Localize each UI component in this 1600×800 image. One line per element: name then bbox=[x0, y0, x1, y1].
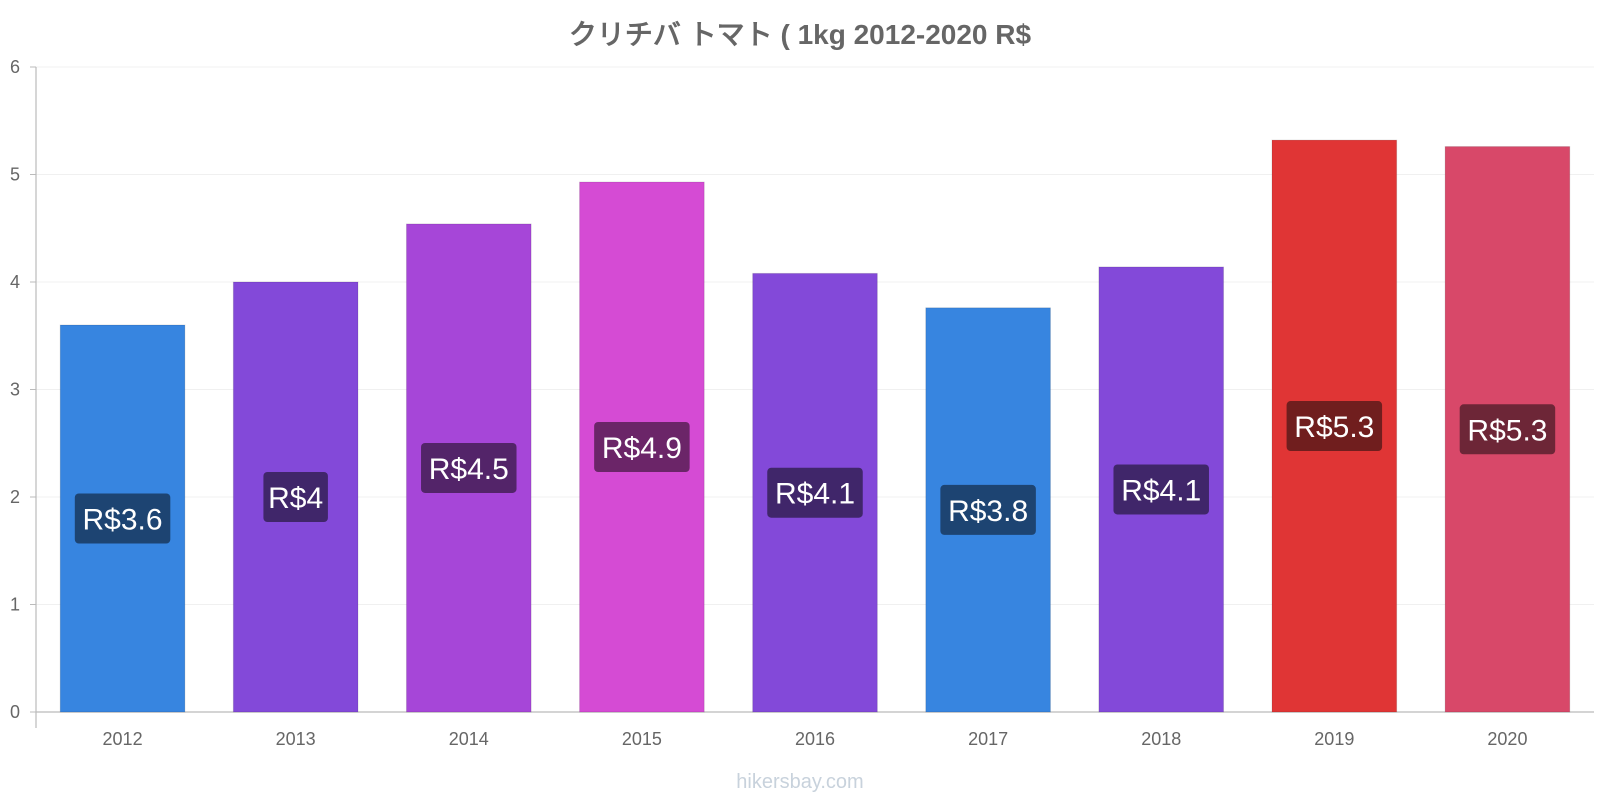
data-label: R$4.5 bbox=[429, 453, 509, 486]
data-label: R$4.1 bbox=[1121, 474, 1201, 507]
data-label: R$4.1 bbox=[775, 478, 855, 511]
data-label: R$4 bbox=[268, 482, 323, 515]
y-tick-label: 5 bbox=[10, 165, 20, 185]
x-tick-label: 2015 bbox=[622, 729, 662, 749]
data-label: R$3.8 bbox=[948, 495, 1028, 528]
x-tick-label: 2019 bbox=[1314, 729, 1354, 749]
x-tick-label: 2012 bbox=[103, 729, 143, 749]
data-label: R$4.9 bbox=[602, 432, 682, 465]
x-tick-label: 2014 bbox=[449, 729, 489, 749]
data-label: R$5.3 bbox=[1294, 411, 1374, 444]
chart-title: クリチバ トマト ( 1kg 2012-2020 R$ bbox=[569, 19, 1032, 50]
x-tick-label: 2017 bbox=[968, 729, 1008, 749]
x-tick-label: 2020 bbox=[1487, 729, 1527, 749]
y-tick-label: 1 bbox=[10, 595, 20, 615]
x-tick-label: 2018 bbox=[1141, 729, 1181, 749]
x-tick-label: 2016 bbox=[795, 729, 835, 749]
y-tick-label: 0 bbox=[10, 702, 20, 722]
y-tick-label: 6 bbox=[10, 57, 20, 77]
y-tick-label: 4 bbox=[10, 272, 20, 292]
data-label: R$3.6 bbox=[83, 504, 163, 537]
x-tick-label: 2013 bbox=[276, 729, 316, 749]
y-tick-label: 3 bbox=[10, 380, 20, 400]
y-tick-label: 2 bbox=[10, 487, 20, 507]
watermark-text: hikersbay.com bbox=[736, 771, 863, 793]
data-label: R$5.3 bbox=[1467, 414, 1547, 447]
